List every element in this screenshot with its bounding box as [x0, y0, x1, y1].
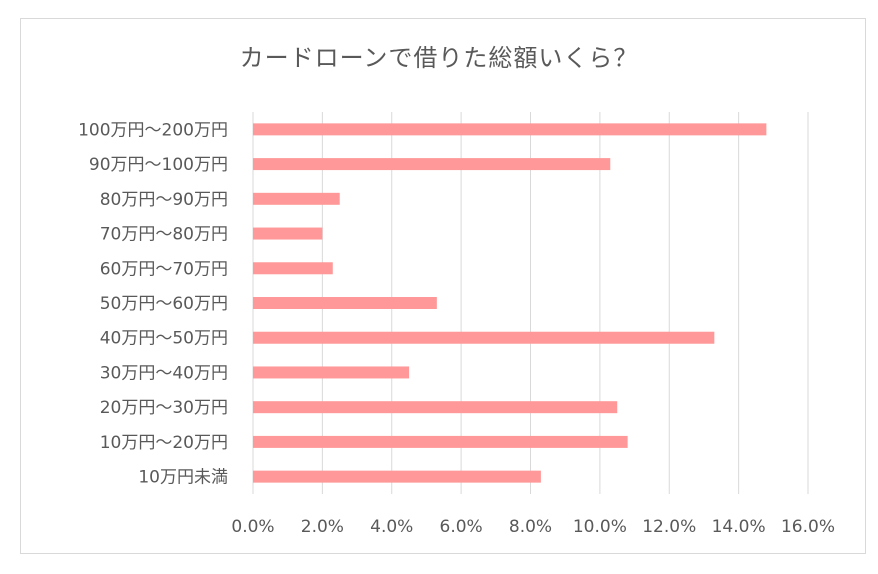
chart-frame	[20, 18, 866, 554]
bar	[253, 470, 541, 483]
category-label: 20万円〜30万円	[100, 398, 228, 418]
x-tick-label: 12.0%	[642, 517, 696, 537]
x-tick-label: 16.0%	[781, 517, 835, 537]
bar	[253, 158, 611, 171]
bar	[253, 366, 410, 379]
x-tick-label: 2.0%	[301, 517, 344, 537]
category-label: 10万円未満	[138, 468, 228, 488]
bar	[253, 331, 715, 344]
x-tick-label: 0.0%	[231, 517, 274, 537]
bars	[253, 123, 767, 483]
chart-title: カードローンで借りた総額いくら？	[239, 44, 639, 72]
bar	[253, 192, 340, 205]
x-tick-label: 10.0%	[573, 517, 627, 537]
category-label: 60万円〜70万円	[100, 259, 228, 279]
category-labels: 100万円〜200万円 90万円〜100万円 80万円〜90万円 70万円〜80万円 6…	[78, 120, 228, 487]
bar	[253, 123, 767, 136]
x-tick-labels: 0.0% 2.0% 4.0% 6.0% 8.0% 10.0% 12.0% 14.0% 16.0%	[231, 517, 835, 537]
x-tick-label: 4.0%	[370, 517, 413, 537]
bar	[253, 227, 323, 240]
bar	[253, 262, 333, 275]
bar	[253, 297, 437, 309]
category-label: 50万円〜60万円	[100, 294, 228, 314]
x-tick-label: 14.0%	[712, 517, 766, 537]
category-label: 30万円〜40万円	[100, 363, 228, 383]
category-label: 90万円〜100万円	[89, 155, 228, 175]
bar	[253, 435, 628, 448]
category-label: 80万円〜90万円	[100, 190, 228, 210]
x-tick-label: 6.0%	[440, 517, 483, 537]
x-tick-label: 8.0%	[509, 517, 552, 537]
bar	[253, 401, 618, 414]
category-label: 100万円〜200万円	[78, 120, 228, 140]
category-label: 70万円〜80万円	[100, 225, 228, 245]
category-label: 40万円〜50万円	[100, 329, 228, 349]
category-label: 10万円〜20万円	[100, 433, 228, 453]
